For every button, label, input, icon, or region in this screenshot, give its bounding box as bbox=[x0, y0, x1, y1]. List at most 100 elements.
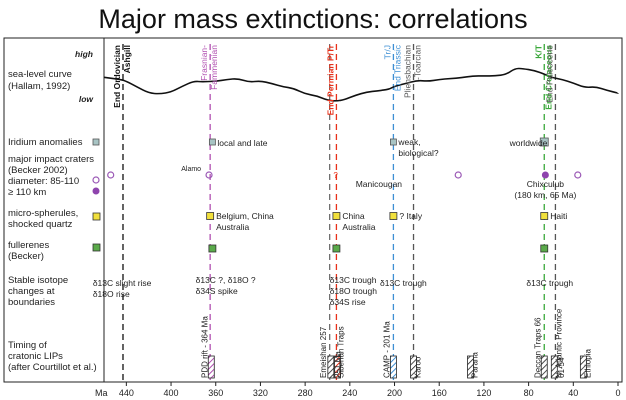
row-legend-markers bbox=[92, 138, 101, 252]
lips-label-3: (after Courtillot et al.) bbox=[8, 362, 97, 373]
spherule-marker bbox=[389, 212, 398, 220]
lip-bars: PDD rift - 364 Ma Emeishan 257 Siberian Tr… bbox=[200, 308, 592, 379]
extinction-subname: Fammenian bbox=[209, 45, 219, 90]
crater-name: Alamo bbox=[181, 166, 201, 173]
isotope-note: δ18O trough bbox=[330, 286, 378, 296]
spherules-label-2: shocked quartz bbox=[8, 219, 73, 230]
spherule-note: Haiti bbox=[550, 211, 567, 221]
fullerene-markers bbox=[208, 244, 549, 253]
crater-marker-large bbox=[541, 171, 549, 179]
isotope-note: δ13C trough bbox=[330, 275, 377, 285]
impact-question-mark: ? bbox=[333, 171, 338, 180]
craters-label-3: diameter: 85-110 bbox=[8, 176, 79, 187]
iridium-label: Iridium anomalies bbox=[8, 137, 83, 148]
spherule-note: Belgium, China bbox=[216, 211, 274, 221]
craters-label-2: (Becker 2002) bbox=[8, 165, 68, 176]
crater-marker bbox=[107, 171, 115, 179]
lip-label: N. Atlantic Province bbox=[554, 308, 563, 378]
isotope-note: δ13C ?, δ18O ? bbox=[196, 275, 256, 285]
lip-bar-camp-201-ma bbox=[390, 355, 397, 379]
isotope-note: δ13C trough bbox=[380, 278, 427, 288]
iridium-marker bbox=[390, 138, 397, 146]
axis-tick-label-0: 0 bbox=[615, 388, 620, 398]
spherule-marker bbox=[540, 212, 549, 220]
lip-label: CAMP - 201 Ma bbox=[382, 321, 391, 378]
fullerene-marker bbox=[540, 244, 549, 253]
isotopes-label-2: changes at bbox=[8, 286, 55, 297]
iridium-note: weak, bbox=[397, 137, 420, 147]
iridium-marker bbox=[539, 137, 549, 147]
lip-bar-emeishan-257 bbox=[327, 355, 335, 379]
lip-label: 61-54 bbox=[557, 357, 566, 378]
craters-label-1: major impact craters bbox=[8, 154, 94, 165]
extinction-label-pliensbachian: Pliensbachian -Toarcian bbox=[403, 45, 423, 98]
lips-label-2: cratonic LIPs bbox=[8, 351, 63, 362]
lip-label: Parana bbox=[471, 352, 480, 378]
sea-level-label-1: sea-level curve bbox=[8, 69, 72, 80]
extinction-subname: End Cretaceous bbox=[543, 45, 553, 110]
iridium-markers: local and late weak,biological? worldwide bbox=[208, 137, 549, 158]
extinction-name: Pliensbachian bbox=[403, 45, 413, 98]
high-label: high bbox=[75, 49, 93, 59]
lips-label-1: Timing of bbox=[8, 340, 47, 351]
extinction-name: K/T bbox=[533, 44, 543, 59]
crater-marker bbox=[205, 171, 213, 179]
isotope-note: δ18O rise bbox=[93, 289, 130, 299]
extinction-label-end-paleocene: End Paleocene bbox=[544, 45, 554, 103]
extinction-name: Frasnian- bbox=[199, 45, 209, 81]
axis-tick-label-120: 120 bbox=[476, 388, 491, 398]
crater-marker bbox=[454, 171, 462, 179]
lip-label: Ethiopia bbox=[583, 349, 592, 378]
extinction-label-frasnian: Frasnian- Fammenian bbox=[199, 45, 219, 90]
lip-label: 251 Ma bbox=[334, 351, 343, 378]
spherule-note: ? Italy bbox=[399, 211, 422, 221]
extinction-name: End Paleocene bbox=[544, 45, 554, 103]
fullerene-marker bbox=[208, 244, 217, 253]
lip-label: PDD rift - 364 Ma bbox=[200, 316, 209, 378]
lip-bar-ethiopia bbox=[579, 355, 587, 379]
axis-tick-label-440: 440 bbox=[119, 388, 134, 398]
extinction-label-end-permian-p-tr: End Permian P/Tr bbox=[325, 44, 335, 115]
extinction-name: Tr/J bbox=[382, 45, 392, 59]
axis-tick-label-160: 160 bbox=[432, 388, 447, 398]
isotope-note: δ34S rise bbox=[330, 297, 366, 307]
isotope-note: δ13C trough bbox=[526, 278, 573, 288]
extinction-labels: End Ordovician Ashgill Frasnian- Fammenian E… bbox=[112, 44, 554, 115]
extinction-lines bbox=[122, 44, 557, 380]
crater-note: (180 km, 65 Ma) bbox=[514, 190, 576, 200]
axis-tick-label-80: 80 bbox=[524, 388, 534, 398]
crater-legend-small bbox=[92, 176, 100, 184]
crater-marker bbox=[574, 171, 582, 179]
lip-label: Deccan Traps 66 bbox=[533, 317, 542, 378]
iridium-note: local and late bbox=[217, 138, 267, 148]
extinction-subname: Ashgill bbox=[122, 45, 132, 73]
isotopes-label-1: Stable isotope bbox=[8, 275, 68, 286]
axis-tick-label-40: 40 bbox=[568, 388, 578, 398]
iridium-marker bbox=[208, 138, 216, 146]
spherule-legend-marker bbox=[92, 212, 101, 221]
extinction-label-k-t: K/T End Cretaceous bbox=[533, 44, 553, 110]
axis-tick-label-360: 360 bbox=[208, 388, 223, 398]
isotopes-label-3: boundaries bbox=[8, 297, 55, 308]
extinction-subname: -Toarcian bbox=[413, 45, 423, 80]
page-title: Major mass extinctions: correlations bbox=[98, 4, 528, 34]
axis-tick-label-200: 200 bbox=[387, 388, 402, 398]
fullerene-legend-marker bbox=[92, 243, 101, 252]
extinction-label-tr-j: Tr/J End Triassic bbox=[382, 44, 402, 91]
axis-tick-label-320: 320 bbox=[253, 388, 268, 398]
iridium-legend-marker bbox=[92, 138, 100, 146]
isotope-note: δ34S spike bbox=[196, 286, 238, 296]
lip-bar-karoo bbox=[410, 355, 417, 379]
fullerenes-label-1: fullerenes bbox=[8, 240, 49, 251]
lip-bar-n-atlantic-province bbox=[550, 355, 558, 379]
lip-label: Karoo bbox=[414, 356, 423, 378]
lip-bar-pdd-rift-364-ma bbox=[207, 355, 215, 379]
spherule-marker bbox=[206, 212, 215, 220]
diagram-frame bbox=[3, 37, 623, 383]
axis-unit: Ma bbox=[95, 388, 108, 398]
craters-label-4: ≥ 110 km bbox=[8, 187, 46, 198]
crater-markers: Alamo Manicougan Chixculub(180 km, 65 Ma)? bbox=[107, 166, 582, 200]
